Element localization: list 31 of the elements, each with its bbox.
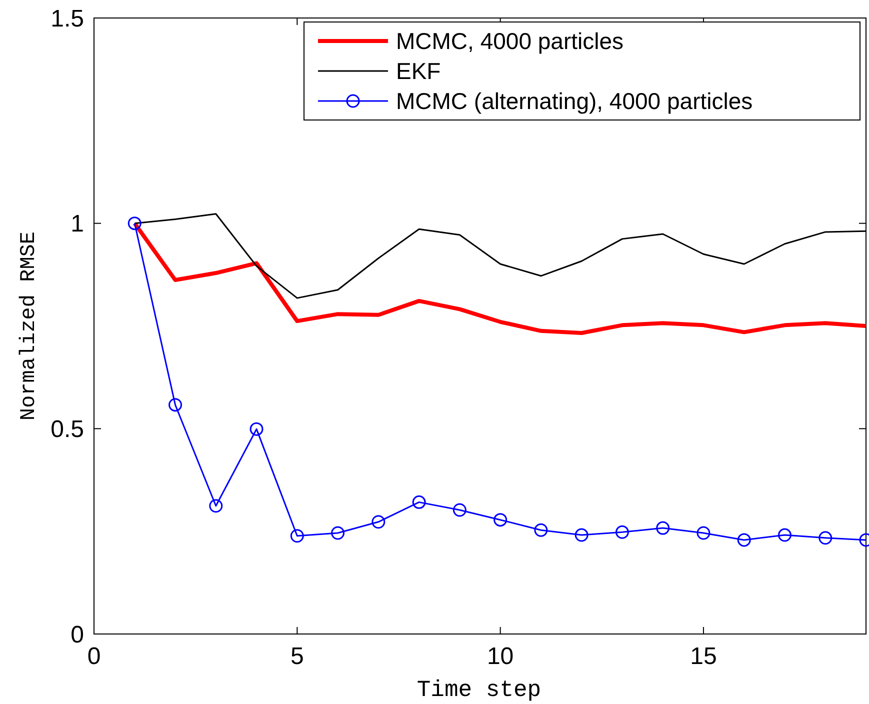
y-tick-label: 0.5	[50, 416, 84, 444]
x-tick-label: 15	[690, 643, 717, 670]
point	[452, 503, 466, 517]
point	[494, 513, 508, 527]
y-axis-title: Normalized RMSE	[18, 231, 41, 421]
point	[737, 533, 751, 547]
x-tick-label: 0	[87, 643, 101, 670]
point	[412, 495, 426, 509]
x-tick-label: 10	[486, 643, 514, 670]
legend-label: EKF	[396, 58, 441, 84]
point	[290, 529, 304, 543]
point	[615, 525, 629, 539]
point	[574, 528, 588, 542]
y-tick-label: 1	[70, 210, 84, 238]
point	[696, 526, 710, 540]
point	[818, 531, 832, 545]
point	[656, 521, 670, 535]
y-tick-label: 1.5	[50, 5, 84, 32]
x-axis-title: Time step	[416, 677, 542, 703]
point	[128, 216, 142, 230]
x-tick-label: 5	[290, 643, 304, 670]
legend-label: MCMC (alternating), 4000 particles	[396, 88, 753, 114]
point	[209, 499, 223, 513]
point	[168, 398, 182, 412]
point	[372, 515, 386, 529]
point	[534, 523, 548, 537]
point	[250, 422, 264, 436]
y-tick-label: 0	[70, 621, 84, 648]
point	[331, 526, 345, 540]
legend-label: MCMC, 4000 particles	[396, 28, 624, 54]
point	[778, 528, 792, 542]
